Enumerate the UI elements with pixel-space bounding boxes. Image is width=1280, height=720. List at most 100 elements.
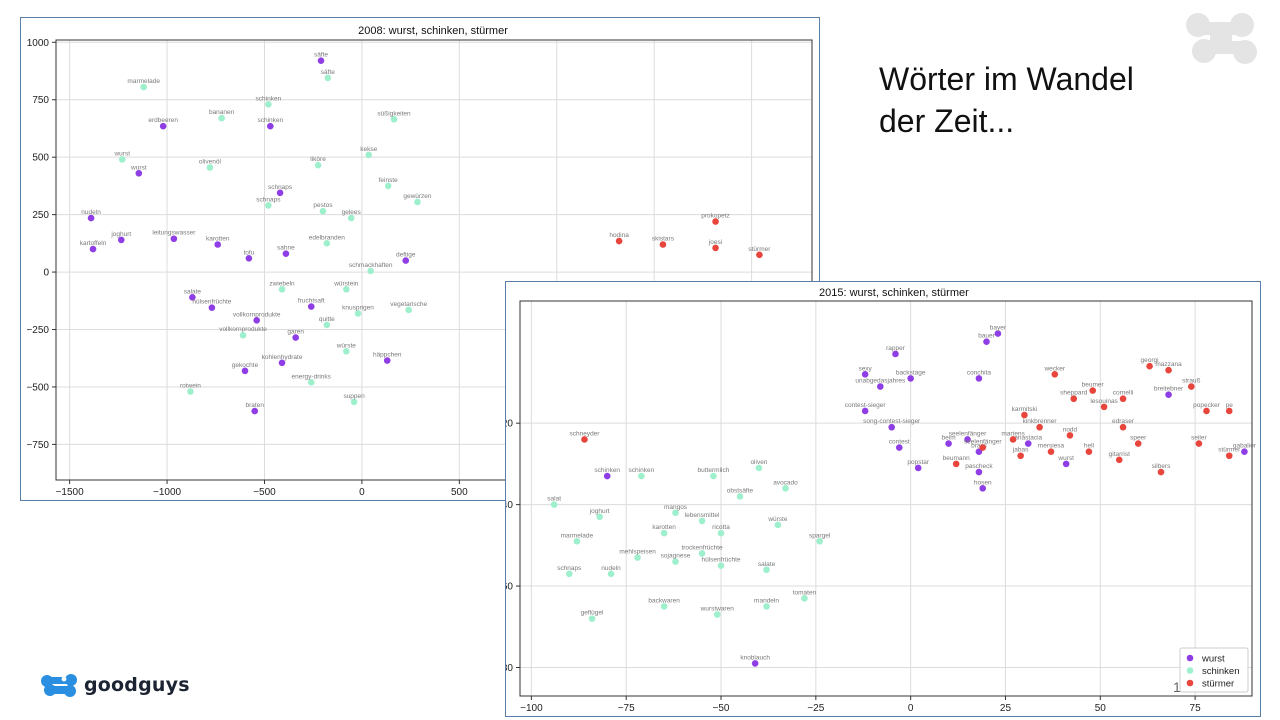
chart1-point-stuermer [1203,407,1210,415]
chart1-point-label: contest-sieger [845,402,887,409]
chart1-point-label: pe [1226,402,1234,409]
chart1-point-wurst [975,375,983,382]
chart0-point-schinken [265,101,272,108]
chart0-point-label: olivenöl [199,159,222,166]
chart0-point-wurst [251,407,259,415]
chart0-point-schinken [323,240,331,247]
chart0-ytick-label: 500 [32,153,49,164]
chart0-ytick-label: −750 [26,440,49,451]
chart0-point-schinken [384,182,392,190]
chart0-point-schinken [365,151,373,159]
chart0-point-label: pestos [313,202,333,209]
brand-shape-icon [1182,8,1260,68]
chart1-point-label: wurstwaren [700,606,735,613]
chart1-point-label: ricotta [712,524,730,531]
chart1-legend-label: stürmer [1202,679,1234,690]
chart1-point-label: wecker [1043,365,1065,372]
chart0-point-label: energy-drinks [292,373,332,380]
chart1-point-label: hosen [974,479,992,486]
chart1-point-stuermer [1066,432,1074,439]
chart1-point-wurst [892,350,899,358]
chart1-point-label: mazzana [1155,361,1182,368]
chart0-point-label: nudeln [81,209,101,216]
chart0-point-schinken [307,379,315,386]
chart1-point-label: popecker [1193,402,1221,409]
chart0-xtick-label: −1500 [56,487,85,498]
chart0-point-schinken [347,214,355,222]
chart0-ytick-label: 0 [43,268,49,279]
chart1-point-label: popstar [907,459,930,466]
chart0-point-label: wurst [113,150,130,157]
chart1-point-schinken [573,537,581,545]
chart0-point-label: marmelade [127,78,160,85]
chart0-point-label: vegetarische [390,301,427,308]
chart0-point-label: fruchtsaft [298,298,325,305]
chart0-point-schinken [324,74,332,82]
chart1-point-label: seelenfänger [949,430,987,437]
chart1-legend-marker-schinken [1186,667,1194,674]
chart0-point-label: quitte [319,316,335,323]
chart-2015-title: 2015: wurst, schinken, stürmer [819,287,969,299]
chart1-point-label: beumann [943,455,970,462]
chart0-point-label: kartoffeln [80,240,107,247]
chart1-point-schinken [588,615,596,622]
chart0-point-label: stürmer [748,246,771,253]
chart0-ytick-label: −500 [26,382,49,393]
chart0-point-wurst [170,235,178,243]
chart1-point-label: rapper [886,345,906,352]
chart1-point-label: salate [758,561,776,568]
chart0-point-schinken [343,285,350,293]
chart1-point-schinken [566,570,573,578]
chart1-point-label: sexy [858,365,872,372]
chart0-ytick-label: −250 [26,325,49,336]
chart1-point-schinken [672,509,679,517]
chart1-point-label: nudeln [601,565,621,572]
chart1-point-label: breitebner [1154,386,1184,393]
chart0-point-wurst [89,245,97,253]
chart1-point-wurst [964,436,971,443]
chart1-point-label: jabas [1012,447,1029,454]
page-number: 1 [1173,679,1181,695]
chart0-point-schinken [350,398,358,406]
chart1-point-stuermer [1188,383,1195,390]
chart0-point-schinken [405,306,412,314]
chart0-point-wurst [87,214,95,222]
chart1-point-label: gabalier [1233,443,1257,450]
chart1-point-stuermer [1165,366,1172,374]
chart1-xtick-label: −75 [618,703,635,714]
chart1-point-wurst [914,464,922,472]
chart0-point-schinken [118,156,126,163]
chart1-point-label: schnaps [557,565,582,572]
chart0-point-label: tofu [243,249,254,256]
chart0-point-label: würstein [333,280,359,287]
chart1-point-label: hülsenfrüchte [701,557,740,564]
chart0-point-label: süßigkeiten [377,110,411,117]
chart1-point-label: contest [889,439,910,446]
chart0-point-stuermer [659,241,667,248]
chart1-point-label: geflügel [581,610,604,617]
chart1-point-label: beumer [1082,382,1105,389]
chart0-point-label: deftige [396,252,416,259]
chart0-point-label: gewürzen [403,193,432,200]
chart0-point-label: schmackhaften [349,262,393,269]
chart0-point-schinken [206,164,214,171]
chart1-point-stuermer [1100,403,1108,411]
chart0-point-schinken [278,285,286,293]
chart1-xtick-label: 0 [908,703,914,714]
chart0-point-schinken [187,388,194,395]
chart1-point-label: brasil [971,443,987,450]
chart1-point-label: cornelli [1113,390,1134,397]
chart1-point-schinken [638,472,645,480]
chart0-point-label: kekse [360,146,377,153]
chart1-point-schinken [698,517,706,525]
chart1-point-schinken [550,501,558,508]
chart0-point-label: gekochte [232,362,259,369]
chart0-xtick-label: −1000 [153,487,182,498]
chart1-point-schinken [782,485,789,492]
chart0-point-wurst [189,294,196,301]
chart1-point-label: silbers [1152,463,1172,470]
chart1-point-wurst [945,440,952,447]
chart1-point-schinken [717,562,725,569]
chart1-point-stuermer [581,436,588,443]
chart1-point-label: avocado [773,479,798,486]
